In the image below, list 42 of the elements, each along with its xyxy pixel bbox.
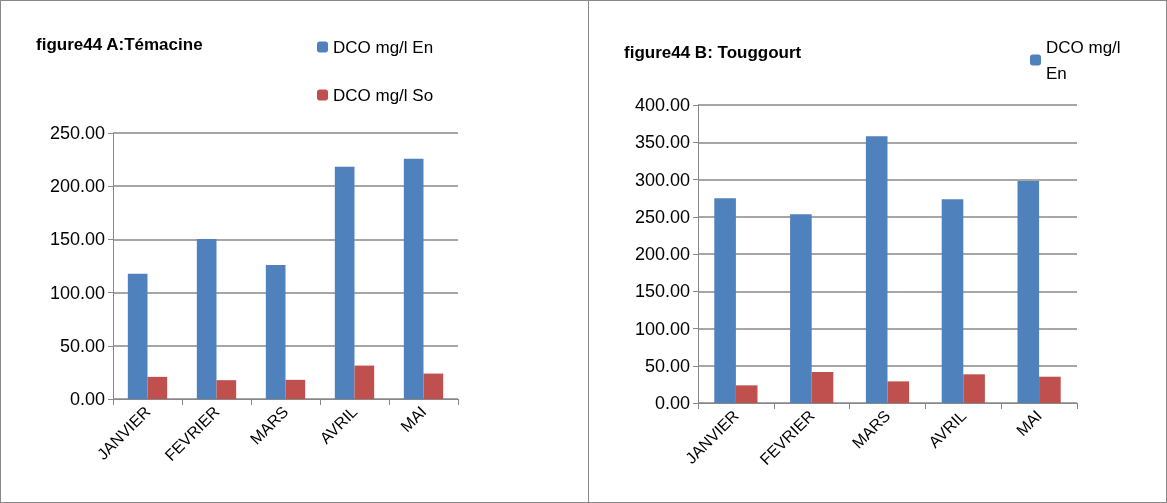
legend-label: DCO mg/l En (1046, 37, 1126, 83)
bar (963, 374, 985, 403)
bar (811, 372, 834, 403)
bar (423, 373, 444, 399)
bar (127, 273, 148, 399)
y-tick-label: 50.00 (59, 335, 105, 356)
chart-title: figure44 A:Témacine (36, 35, 203, 54)
legend-label: DCO mg/l En (333, 37, 434, 57)
bar (941, 199, 964, 403)
x-tick-label: MAI (397, 402, 430, 436)
bar (403, 158, 424, 399)
y-tick-label: 200.00 (634, 244, 690, 264)
y-tick-label: 300.00 (634, 169, 690, 190)
y-tick-label: 250.00 (634, 206, 690, 227)
bar (714, 198, 736, 403)
bar (147, 376, 168, 399)
chart-title: figure44 B: Touggourt (624, 43, 802, 62)
y-tick-label: 100.00 (634, 318, 690, 339)
y-tick-label: 100.00 (49, 282, 105, 303)
y-tick-label: 400.00 (634, 95, 690, 115)
x-tick-label: MAI (1012, 406, 1046, 440)
bar (1017, 180, 1040, 403)
y-tick-label: 200.00 (49, 176, 105, 197)
bar (354, 365, 375, 399)
bar (196, 239, 217, 399)
bar (334, 166, 355, 399)
y-tick-label: 250.00 (49, 123, 105, 143)
bar (887, 381, 910, 403)
y-tick-label: 0.00 (654, 393, 690, 413)
bar (1039, 376, 1061, 403)
bar (735, 385, 758, 403)
bar (216, 380, 237, 399)
y-tick-label: 150.00 (49, 229, 105, 250)
y-tick-label: 50.00 (644, 355, 690, 376)
bar (285, 379, 306, 399)
y-tick-label: 350.00 (634, 132, 690, 153)
bar (790, 214, 812, 403)
bar (865, 136, 888, 403)
y-tick-label: 150.00 (634, 281, 690, 302)
legend-label: DCO mg/l So (333, 85, 434, 105)
y-tick-label: 0.00 (69, 389, 105, 409)
bar (265, 264, 286, 399)
